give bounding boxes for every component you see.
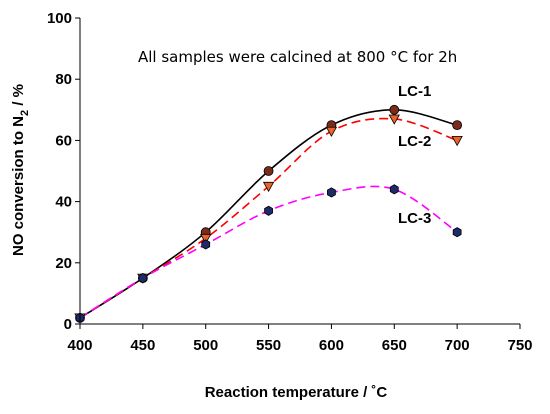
data-point-lc-3 [138, 273, 148, 284]
data-point-lc-3 [327, 187, 336, 198]
x-tick-label: 650 [382, 337, 407, 354]
data-point-lc-3 [389, 184, 399, 195]
data-point-lc-2 [451, 135, 463, 147]
y-axis-title-subscript: 2 [19, 110, 31, 116]
chart-annotation: All samples were calcined at 800 °C for … [138, 48, 457, 66]
data-point-lc-1 [389, 104, 400, 115]
x-tick-label: 500 [193, 337, 218, 354]
x-tick-label: 400 [67, 337, 92, 354]
x-tick-label: 550 [256, 337, 281, 354]
data-point-lc-1 [452, 120, 463, 130]
series-label-lc-3: LC-3 [398, 210, 431, 227]
data-point-lc-1 [263, 166, 274, 176]
x-tick-label: 750 [507, 337, 532, 354]
tick-labels: 400 450 500 550 600 650 700 750 0 20 40 60 80 100 [47, 10, 533, 354]
data-point-lc-2 [262, 181, 275, 193]
x-tick-label: 700 [445, 337, 470, 354]
data-point-lc-2 [388, 114, 400, 125]
y-tick-label: 40 [55, 194, 72, 211]
x-tick-label: 450 [130, 337, 155, 354]
data-point-lc-3 [201, 239, 211, 250]
x-axis-title: Reaction temperature / ˚C [205, 384, 388, 401]
y-axis-title-main: NO conversion to N [10, 116, 27, 256]
series-label-lc-1: LC-1 [398, 83, 431, 100]
series-label-lc-2: LC-2 [398, 133, 431, 150]
y-tick-label: 80 [55, 71, 72, 88]
series-labels: LC-1 LC-2 LC-3 [398, 83, 431, 227]
y-tick-label: 0 [64, 316, 72, 333]
data-point-lc-3 [452, 227, 462, 238]
y-tick-label: 60 [55, 132, 72, 149]
y-tick-label: 20 [55, 255, 72, 272]
data-point-lc-2 [325, 126, 338, 138]
data-point-lc-2 [200, 233, 212, 245]
y-axis-title: NO conversion to N2 / % [10, 84, 31, 256]
y-tick-label: 100 [47, 10, 72, 27]
x-tick-label: 600 [319, 337, 344, 354]
axes [75, 17, 521, 329]
data-point-lc-3 [264, 205, 273, 216]
y-axis-title-unit: / % [10, 84, 27, 110]
